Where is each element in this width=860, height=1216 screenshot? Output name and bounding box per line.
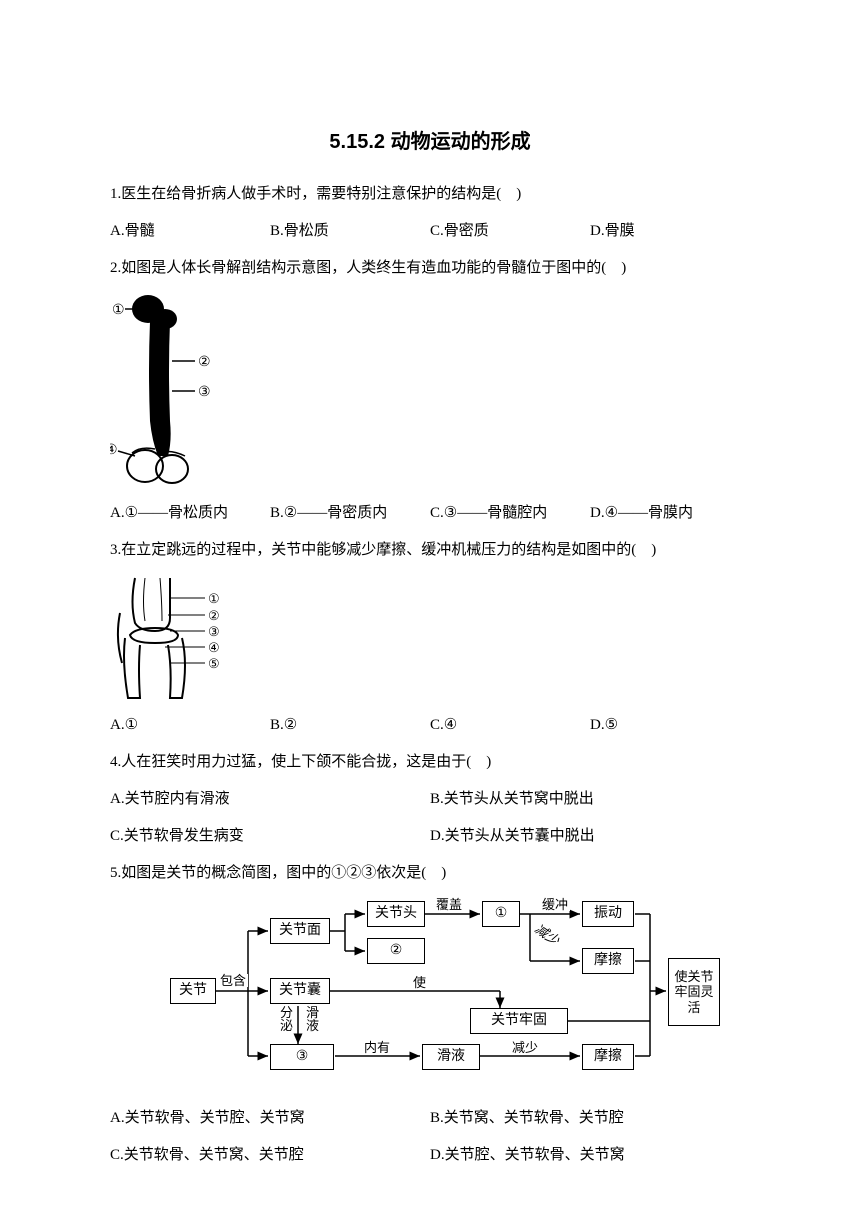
fc-flexible: 使关节牢固灵活	[668, 958, 720, 1026]
flowchart: 关节 关节面 关节囊 ③ 关节头 ② ① 滑液 振动 摩擦 关节牢固 摩擦 使关…	[170, 896, 730, 1096]
q5-c: C.关节软骨、关节窝、关节腔	[110, 1139, 430, 1172]
q4-d: D.关节头从关节囊中脱出	[430, 820, 750, 853]
svg-text:③: ③	[198, 385, 211, 400]
q2-options: A.①——骨松质内 B.②——骨密质内 C.③——骨髓腔内 D.④——骨膜内	[110, 497, 750, 530]
fl-reduce2: 减少	[510, 1041, 540, 1054]
q3-text: 3.在立定跳远的过程中，关节中能够减少摩擦、缓冲机械压力的结构是如图中的( )	[110, 534, 750, 567]
fc-joint: 关节	[170, 978, 216, 1004]
fc-vibrate: 振动	[582, 901, 634, 927]
q2-a: A.①——骨松质内	[110, 497, 270, 530]
q4-c: C.关节软骨发生病变	[110, 820, 430, 853]
q5-options-2: C.关节软骨、关节窝、关节腔 D.关节腔、关节软骨、关节窝	[110, 1139, 750, 1172]
q2-d: D.④——骨膜内	[590, 497, 750, 530]
fl-contain: 包含	[218, 974, 248, 987]
fc-face: 关节面	[270, 918, 330, 944]
bone-diagram: ① ② ③ ④	[110, 291, 220, 491]
fl-make: 使	[411, 976, 428, 989]
q5-b: B.关节窝、关节软骨、关节腔	[430, 1102, 750, 1135]
fc-capsule: 关节囊	[270, 978, 330, 1004]
q1-options: A.骨髓 B.骨松质 C.骨密质 D.骨膜	[110, 215, 750, 248]
page-title: 5.15.2 动物运动的形成	[110, 120, 750, 164]
q4-b: B.关节头从关节窝中脱出	[430, 783, 750, 816]
fc-head: 关节头	[367, 901, 425, 927]
fl-fluid: 滑液	[304, 1006, 320, 1032]
q1-a: A.骨髓	[110, 215, 270, 248]
fc-friction1: 摩擦	[582, 948, 634, 974]
fl-buffer: 缓冲	[540, 898, 570, 911]
q3-c: C.④	[430, 709, 590, 742]
q2-b: B.②——骨密质内	[270, 497, 430, 530]
fl-secrete: 分泌	[278, 1006, 294, 1032]
svg-text:③: ③	[208, 624, 220, 639]
svg-text:④: ④	[208, 640, 220, 655]
q2-text: 2.如图是人体长骨解剖结构示意图，人类终生有造血功能的骨髓位于图中的( )	[110, 252, 750, 285]
q5-options-1: A.关节软骨、关节腔、关节窝 B.关节窝、关节软骨、关节腔	[110, 1102, 750, 1135]
q3-a: A.①	[110, 709, 270, 742]
q1-text: 1.医生在给骨折病人做手术时，需要特别注意保护的结构是( )	[110, 178, 750, 211]
svg-text:④: ④	[110, 443, 118, 458]
q1-b: B.骨松质	[270, 215, 430, 248]
q4-options-1: A.关节腔内有滑液 B.关节头从关节窝中脱出	[110, 783, 750, 816]
q1-d: D.骨膜	[590, 215, 750, 248]
q4-options-2: C.关节软骨发生病变 D.关节头从关节囊中脱出	[110, 820, 750, 853]
svg-text:①: ①	[112, 303, 125, 318]
q5-text: 5.如图是关节的概念简图，图中的①②③依次是( )	[110, 857, 750, 890]
fc-firm: 关节牢固	[470, 1008, 568, 1034]
q5-a: A.关节软骨、关节腔、关节窝	[110, 1102, 430, 1135]
fl-has: 内有	[362, 1041, 392, 1054]
q3-options: A.① B.② C.④ D.⑤	[110, 709, 750, 742]
fc-box1: ①	[482, 901, 520, 927]
fc-box2: ②	[367, 938, 425, 964]
q3-d: D.⑤	[590, 709, 750, 742]
q3-b: B.②	[270, 709, 430, 742]
svg-text:②: ②	[208, 608, 220, 623]
joint-diagram: ① ② ③ ④ ⑤	[110, 573, 240, 703]
svg-text:①: ①	[208, 591, 220, 606]
q2-c: C.③——骨髓腔内	[430, 497, 590, 530]
fc-synovial: 滑液	[422, 1044, 480, 1070]
svg-text:⑤: ⑤	[208, 656, 220, 671]
q4-a: A.关节腔内有滑液	[110, 783, 430, 816]
q1-c: C.骨密质	[430, 215, 590, 248]
svg-text:②: ②	[198, 355, 211, 370]
fl-cover: 覆盖	[434, 898, 464, 911]
q5-d: D.关节腔、关节软骨、关节窝	[430, 1139, 750, 1172]
fc-friction2: 摩擦	[582, 1044, 634, 1070]
q4-text: 4.人在狂笑时用力过猛，使上下颌不能合拢，这是由于( )	[110, 746, 750, 779]
fc-box3: ③	[270, 1044, 334, 1070]
